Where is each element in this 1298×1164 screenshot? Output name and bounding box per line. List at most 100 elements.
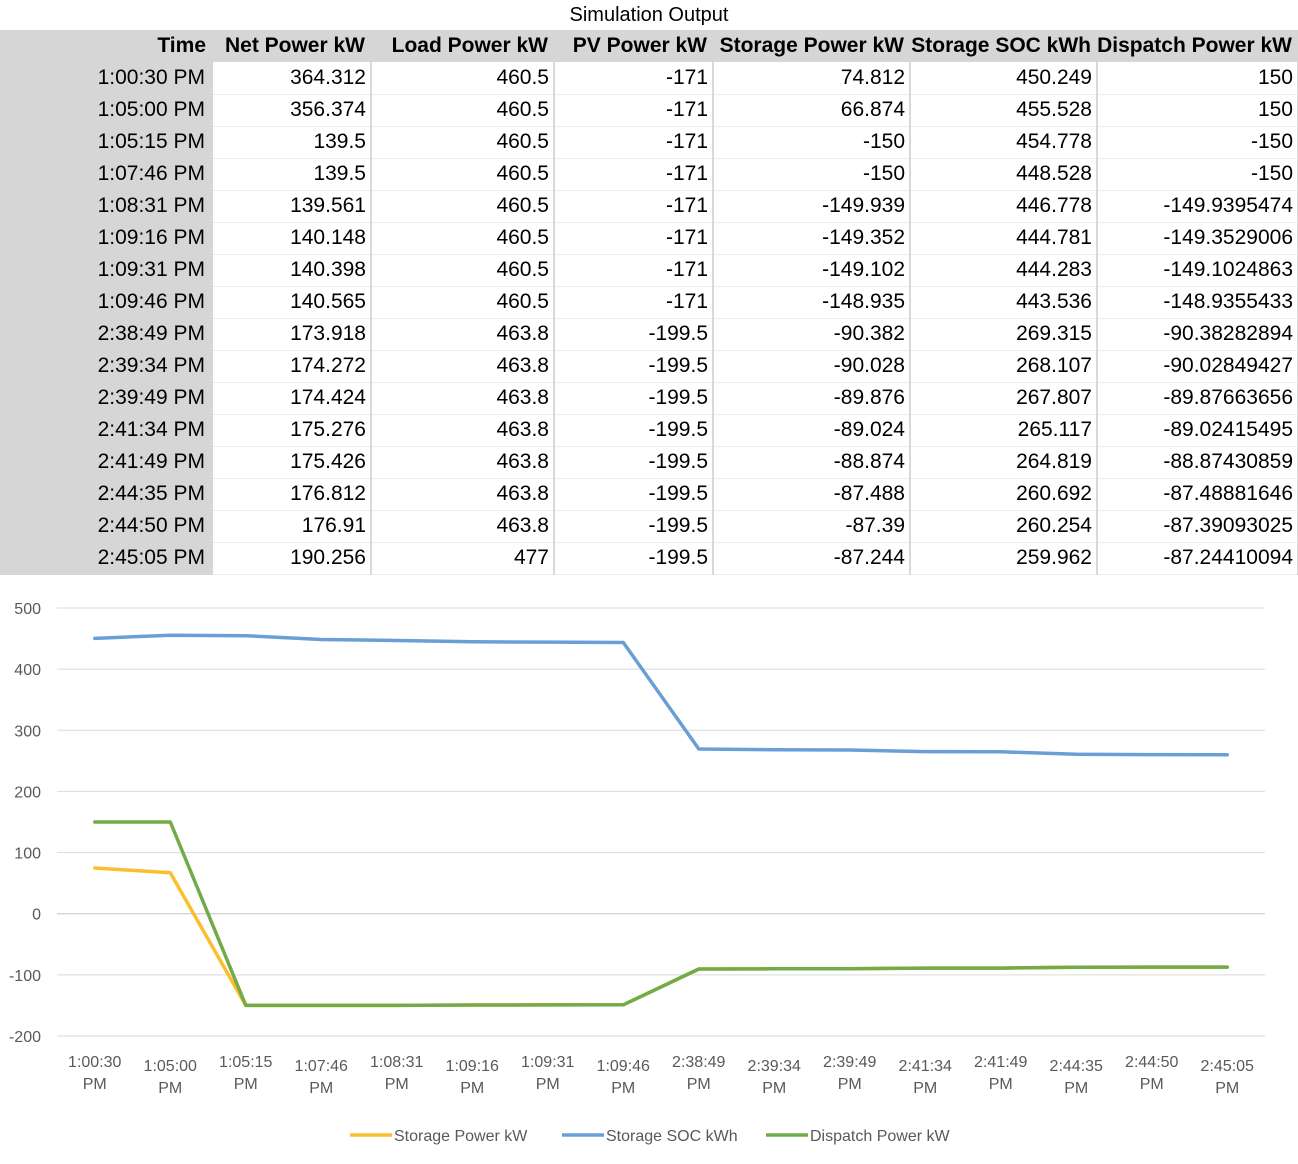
cell-storage-power[interactable]: -89.876 — [713, 382, 911, 415]
cell-storage-soc[interactable]: 444.283 — [910, 254, 1098, 287]
cell-dispatch-power[interactable]: -149.3529006 — [1097, 222, 1298, 255]
cell-pv-power[interactable]: -199.5 — [554, 446, 714, 479]
cell-dispatch-power[interactable]: 150 — [1097, 94, 1298, 127]
cell-net-power[interactable]: 190.256 — [212, 542, 372, 575]
cell-load-power[interactable]: 460.5 — [371, 286, 555, 319]
cell-load-power[interactable]: 463.8 — [371, 446, 555, 479]
cell-dispatch-power[interactable]: -87.39093025 — [1097, 510, 1298, 543]
cell-storage-power[interactable]: -87.39 — [713, 510, 911, 543]
cell-net-power[interactable]: 356.374 — [212, 94, 372, 127]
cell-storage-power[interactable]: -90.382 — [713, 318, 911, 351]
cell-time[interactable]: 1:09:46 PM — [0, 286, 213, 319]
cell-dispatch-power[interactable]: -87.48881646 — [1097, 478, 1298, 511]
cell-dispatch-power[interactable]: -149.1024863 — [1097, 254, 1298, 287]
cell-storage-soc[interactable]: 265.117 — [910, 414, 1098, 447]
cell-pv-power[interactable]: -171 — [554, 126, 714, 159]
cell-time[interactable]: 1:07:46 PM — [0, 158, 213, 191]
cell-net-power[interactable]: 364.312 — [212, 62, 372, 95]
cell-storage-power[interactable]: 66.874 — [713, 94, 911, 127]
cell-storage-power[interactable]: -88.874 — [713, 446, 911, 479]
cell-storage-power[interactable]: 74.812 — [713, 62, 911, 95]
cell-time[interactable]: 2:41:34 PM — [0, 414, 213, 447]
cell-load-power[interactable]: 463.8 — [371, 478, 555, 511]
cell-pv-power[interactable]: -199.5 — [554, 382, 714, 415]
cell-storage-power[interactable]: -149.352 — [713, 222, 911, 255]
header-dispatch-power[interactable]: Dispatch Power kW — [1097, 30, 1298, 62]
cell-pv-power[interactable]: -171 — [554, 62, 714, 95]
cell-pv-power[interactable]: -199.5 — [554, 478, 714, 511]
cell-time[interactable]: 1:05:15 PM — [0, 126, 213, 159]
cell-time[interactable]: 2:39:49 PM — [0, 382, 213, 415]
cell-storage-power[interactable]: -87.244 — [713, 542, 911, 575]
cell-load-power[interactable]: 463.8 — [371, 510, 555, 543]
cell-dispatch-power[interactable]: -87.24410094 — [1097, 542, 1298, 575]
header-pv-power[interactable]: PV Power kW — [554, 30, 713, 62]
cell-time[interactable]: 1:09:31 PM — [0, 254, 213, 287]
cell-time[interactable]: 2:39:34 PM — [0, 350, 213, 383]
cell-load-power[interactable]: 460.5 — [371, 94, 555, 127]
cell-storage-soc[interactable]: 454.778 — [910, 126, 1098, 159]
cell-time[interactable]: 2:44:35 PM — [0, 478, 213, 511]
cell-pv-power[interactable]: -171 — [554, 94, 714, 127]
cell-load-power[interactable]: 463.8 — [371, 350, 555, 383]
cell-storage-soc[interactable]: 260.254 — [910, 510, 1098, 543]
cell-time[interactable]: 2:44:50 PM — [0, 510, 213, 543]
cell-net-power[interactable]: 139.5 — [212, 158, 372, 191]
cell-load-power[interactable]: 463.8 — [371, 318, 555, 351]
header-storage-soc[interactable]: Storage SOC kWh — [910, 30, 1097, 62]
cell-net-power[interactable]: 139.5 — [212, 126, 372, 159]
cell-storage-power[interactable]: -150 — [713, 126, 911, 159]
cell-storage-soc[interactable]: 269.315 — [910, 318, 1098, 351]
cell-time[interactable]: 2:41:49 PM — [0, 446, 213, 479]
cell-net-power[interactable]: 173.918 — [212, 318, 372, 351]
cell-pv-power[interactable]: -199.5 — [554, 318, 714, 351]
header-time[interactable]: Time — [0, 30, 212, 62]
cell-time[interactable]: 1:08:31 PM — [0, 190, 213, 223]
cell-net-power[interactable]: 174.424 — [212, 382, 372, 415]
cell-dispatch-power[interactable]: -148.9355433 — [1097, 286, 1298, 319]
cell-storage-soc[interactable]: 260.692 — [910, 478, 1098, 511]
cell-pv-power[interactable]: -199.5 — [554, 542, 714, 575]
cell-net-power[interactable]: 174.272 — [212, 350, 372, 383]
cell-storage-power[interactable]: -87.488 — [713, 478, 911, 511]
header-net-power[interactable]: Net Power kW — [212, 30, 371, 62]
cell-storage-soc[interactable]: 450.249 — [910, 62, 1098, 95]
cell-load-power[interactable]: 460.5 — [371, 254, 555, 287]
cell-storage-soc[interactable]: 446.778 — [910, 190, 1098, 223]
cell-storage-power[interactable]: -148.935 — [713, 286, 911, 319]
cell-storage-soc[interactable]: 268.107 — [910, 350, 1098, 383]
cell-dispatch-power[interactable]: -89.02415495 — [1097, 414, 1298, 447]
cell-net-power[interactable]: 140.398 — [212, 254, 372, 287]
cell-storage-soc[interactable]: 259.962 — [910, 542, 1098, 575]
cell-pv-power[interactable]: -199.5 — [554, 510, 714, 543]
cell-load-power[interactable]: 463.8 — [371, 414, 555, 447]
cell-net-power[interactable]: 175.276 — [212, 414, 372, 447]
cell-load-power[interactable]: 460.5 — [371, 62, 555, 95]
cell-storage-soc[interactable]: 444.781 — [910, 222, 1098, 255]
cell-storage-soc[interactable]: 267.807 — [910, 382, 1098, 415]
cell-time[interactable]: 2:45:05 PM — [0, 542, 213, 575]
cell-dispatch-power[interactable]: -90.02849427 — [1097, 350, 1298, 383]
cell-net-power[interactable]: 176.91 — [212, 510, 372, 543]
cell-pv-power[interactable]: -171 — [554, 222, 714, 255]
cell-load-power[interactable]: 460.5 — [371, 158, 555, 191]
cell-storage-power[interactable]: -149.102 — [713, 254, 911, 287]
cell-net-power[interactable]: 140.148 — [212, 222, 372, 255]
cell-load-power[interactable]: 477 — [371, 542, 555, 575]
cell-pv-power[interactable]: -171 — [554, 190, 714, 223]
cell-time[interactable]: 1:05:00 PM — [0, 94, 213, 127]
cell-storage-power[interactable]: -149.939 — [713, 190, 911, 223]
cell-net-power[interactable]: 175.426 — [212, 446, 372, 479]
cell-pv-power[interactable]: -171 — [554, 286, 714, 319]
cell-load-power[interactable]: 463.8 — [371, 382, 555, 415]
cell-storage-power[interactable]: -150 — [713, 158, 911, 191]
cell-storage-soc[interactable]: 264.819 — [910, 446, 1098, 479]
cell-pv-power[interactable]: -199.5 — [554, 414, 714, 447]
cell-load-power[interactable]: 460.5 — [371, 190, 555, 223]
cell-dispatch-power[interactable]: -88.87430859 — [1097, 446, 1298, 479]
cell-storage-soc[interactable]: 455.528 — [910, 94, 1098, 127]
cell-pv-power[interactable]: -171 — [554, 254, 714, 287]
cell-dispatch-power[interactable]: 150 — [1097, 62, 1298, 95]
cell-dispatch-power[interactable]: -150 — [1097, 126, 1298, 159]
cell-storage-power[interactable]: -90.028 — [713, 350, 911, 383]
